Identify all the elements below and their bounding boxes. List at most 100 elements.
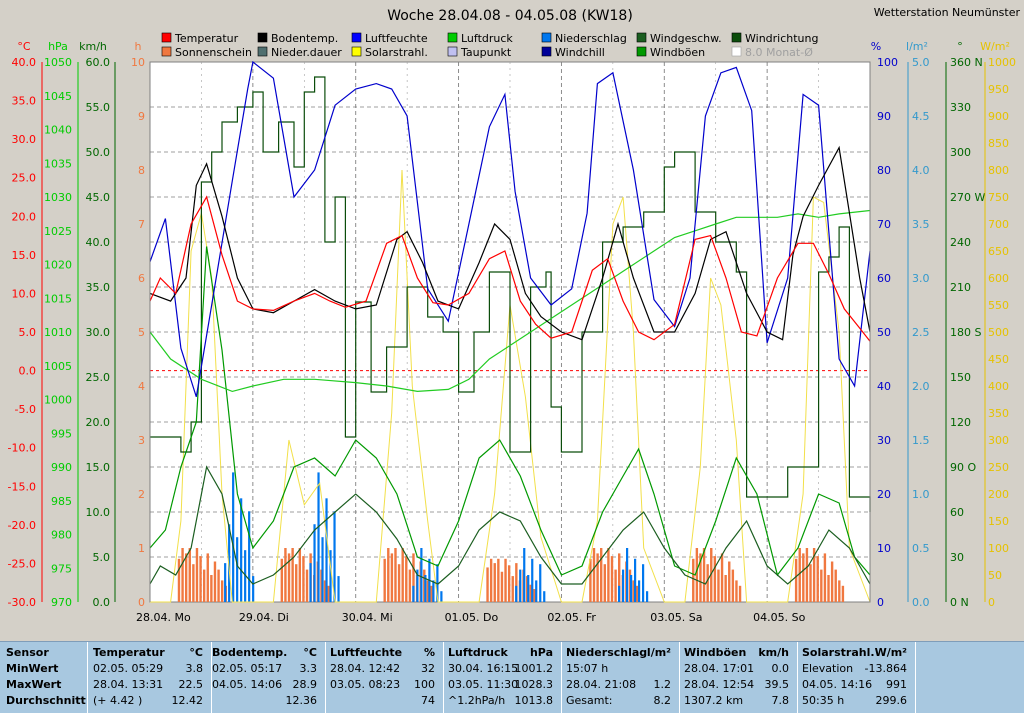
sunshine-bar bbox=[720, 553, 724, 602]
stats-cell-value: 28.9 bbox=[292, 678, 318, 691]
precip-bar bbox=[236, 537, 239, 602]
stats-cell-label: 04.05. 14:16 bbox=[802, 678, 873, 691]
stats-separator bbox=[915, 642, 916, 713]
day-label: 28.04. Mo bbox=[136, 611, 191, 624]
stats-separator bbox=[211, 642, 212, 713]
sunshine-bar bbox=[702, 548, 706, 602]
sunshine-bar bbox=[302, 556, 305, 602]
legend-label: 8.0 Monat-Ø bbox=[745, 46, 813, 59]
temp-tick-label: 25.0 bbox=[12, 172, 37, 185]
wm2-tick-label: 200 bbox=[988, 488, 1009, 501]
sunshine-bar bbox=[280, 558, 284, 602]
wm2-tick-label: 350 bbox=[988, 407, 1009, 420]
sunshine-bar bbox=[692, 558, 695, 602]
lm2-tick-label: 4.0 bbox=[912, 164, 930, 177]
legend-swatch bbox=[447, 32, 458, 43]
stats-cell-label: (+ 4.42 ) bbox=[93, 694, 143, 707]
sunshine-bar bbox=[802, 553, 805, 602]
kmh-tick-label: 50.0 bbox=[86, 146, 111, 159]
precip-bar bbox=[252, 576, 255, 602]
kmh-tick-label: 5.0 bbox=[93, 551, 111, 564]
legend-swatch bbox=[636, 32, 647, 43]
stats-col-gusts: Windböen km/h 28.04. 17:01 0.0 28.04. 12:54 3… bbox=[684, 645, 789, 709]
temp-tick-label: -25.0 bbox=[8, 557, 36, 570]
sunshine-bar bbox=[600, 548, 603, 602]
pct-tick-label: 20 bbox=[877, 488, 891, 501]
precip-bar bbox=[527, 575, 530, 602]
sunshine-bar bbox=[607, 548, 610, 602]
stats-cell-value: 74 bbox=[421, 694, 435, 707]
temp-tick-label: 30.0 bbox=[12, 133, 37, 146]
sunshine-bar bbox=[596, 553, 599, 602]
sunshine-bar bbox=[841, 585, 845, 602]
precip-bar bbox=[321, 537, 324, 602]
stats-head-label: Niederschlag bbox=[566, 646, 648, 659]
deg-tick-label: 30 bbox=[950, 551, 964, 564]
hpa-tick-label: 1000 bbox=[44, 394, 72, 407]
precip-bar bbox=[244, 550, 247, 602]
stats-row: Elevation -13.864 bbox=[802, 661, 907, 677]
precip-bar bbox=[618, 585, 621, 602]
temp-tick-label: 35.0 bbox=[12, 95, 37, 108]
kmh-tick-label: 40.0 bbox=[86, 236, 111, 249]
lm2-tick-label: 2.0 bbox=[912, 380, 930, 393]
axis-unit-temp: °C bbox=[17, 40, 31, 53]
stats-head-rain: Niederschlag l/m² bbox=[566, 645, 671, 661]
sunshine-bar bbox=[202, 569, 206, 602]
day-label: 29.04. Di bbox=[239, 611, 289, 624]
temp-tick-label: -10.0 bbox=[8, 442, 36, 455]
stats-cell-label: 1307.2 km bbox=[684, 694, 744, 707]
kmh-tick-label: 0.0 bbox=[93, 596, 111, 609]
stats-row: 02.05. 05:17 3.3 bbox=[212, 661, 317, 677]
sunshine-bar bbox=[504, 558, 507, 602]
stats-cell-value: 299.6 bbox=[875, 694, 908, 707]
sunshine-bar bbox=[794, 558, 798, 602]
stats-row: 02.05. 05:29 3.8 bbox=[93, 661, 203, 677]
legend-label: Sonnenschein bbox=[175, 46, 252, 59]
sunshine-bar bbox=[710, 548, 713, 602]
precip-bar bbox=[412, 585, 415, 602]
stats-head-unit: hPa bbox=[529, 646, 553, 659]
wm2-tick-label: 150 bbox=[988, 515, 1009, 528]
stats-cell-value: 1001.2 bbox=[514, 662, 554, 675]
h-tick-label: 0 bbox=[138, 596, 145, 609]
sunshine-bar bbox=[695, 548, 699, 602]
stats-head-humidity: Luftfeuchte% bbox=[330, 645, 435, 661]
sunshine-bar bbox=[217, 569, 220, 602]
pct-tick-label: 70 bbox=[877, 218, 891, 231]
lm2-tick-label: 2.5 bbox=[912, 326, 930, 339]
deg-tick-label: 210 bbox=[950, 281, 971, 294]
hpa-tick-label: 1015 bbox=[44, 292, 72, 305]
sunshine-bar bbox=[177, 558, 181, 602]
axis-unit-wm2: W/m² bbox=[980, 40, 1010, 53]
wm2-tick-label: 600 bbox=[988, 272, 1009, 285]
stats-cell-label: 04.05. 14:06 bbox=[212, 678, 283, 691]
precip-bar bbox=[337, 576, 340, 602]
lm2-tick-label: 4.5 bbox=[912, 110, 930, 123]
precip-bar bbox=[424, 575, 427, 602]
stats-cell-label: 28.04. 12:54 bbox=[684, 678, 755, 691]
hpa-tick-label: 1030 bbox=[44, 191, 72, 204]
h-tick-label: 1 bbox=[138, 542, 145, 555]
kmh-tick-label: 45.0 bbox=[86, 191, 111, 204]
stats-col-temperature: Temperatur °C 02.05. 05:29 3.8 28.04. 13:31 2… bbox=[93, 645, 203, 709]
precip-bar bbox=[416, 569, 419, 602]
wm2-tick-label: 800 bbox=[988, 164, 1009, 177]
precip-bar bbox=[224, 563, 227, 602]
h-tick-label: 10 bbox=[131, 56, 145, 69]
stats-cell-label: Elevation bbox=[802, 662, 854, 675]
stats-col-pressure: Luftdruck hPa 30.04. 16:15 1001.2 03.05. 11:… bbox=[448, 645, 553, 709]
stats-row: 28.04. 12:54 39.5 bbox=[684, 677, 789, 693]
lm2-tick-label: 1.0 bbox=[912, 488, 930, 501]
sunshine-bar bbox=[823, 553, 827, 602]
stats-row: Gesamt: 8.2 bbox=[566, 693, 671, 709]
stats-cell-label: 02.05. 05:17 bbox=[212, 662, 283, 675]
deg-tick-label: 270 W bbox=[950, 191, 985, 204]
hpa-tick-label: 980 bbox=[51, 529, 72, 542]
stats-cell-value: 12.36 bbox=[285, 694, 318, 707]
sunshine-bar bbox=[533, 589, 536, 602]
sunshine-bar bbox=[387, 548, 390, 602]
precip-bar bbox=[248, 511, 251, 602]
sunshine-bar bbox=[820, 569, 823, 602]
sunshine-bar bbox=[610, 556, 614, 602]
